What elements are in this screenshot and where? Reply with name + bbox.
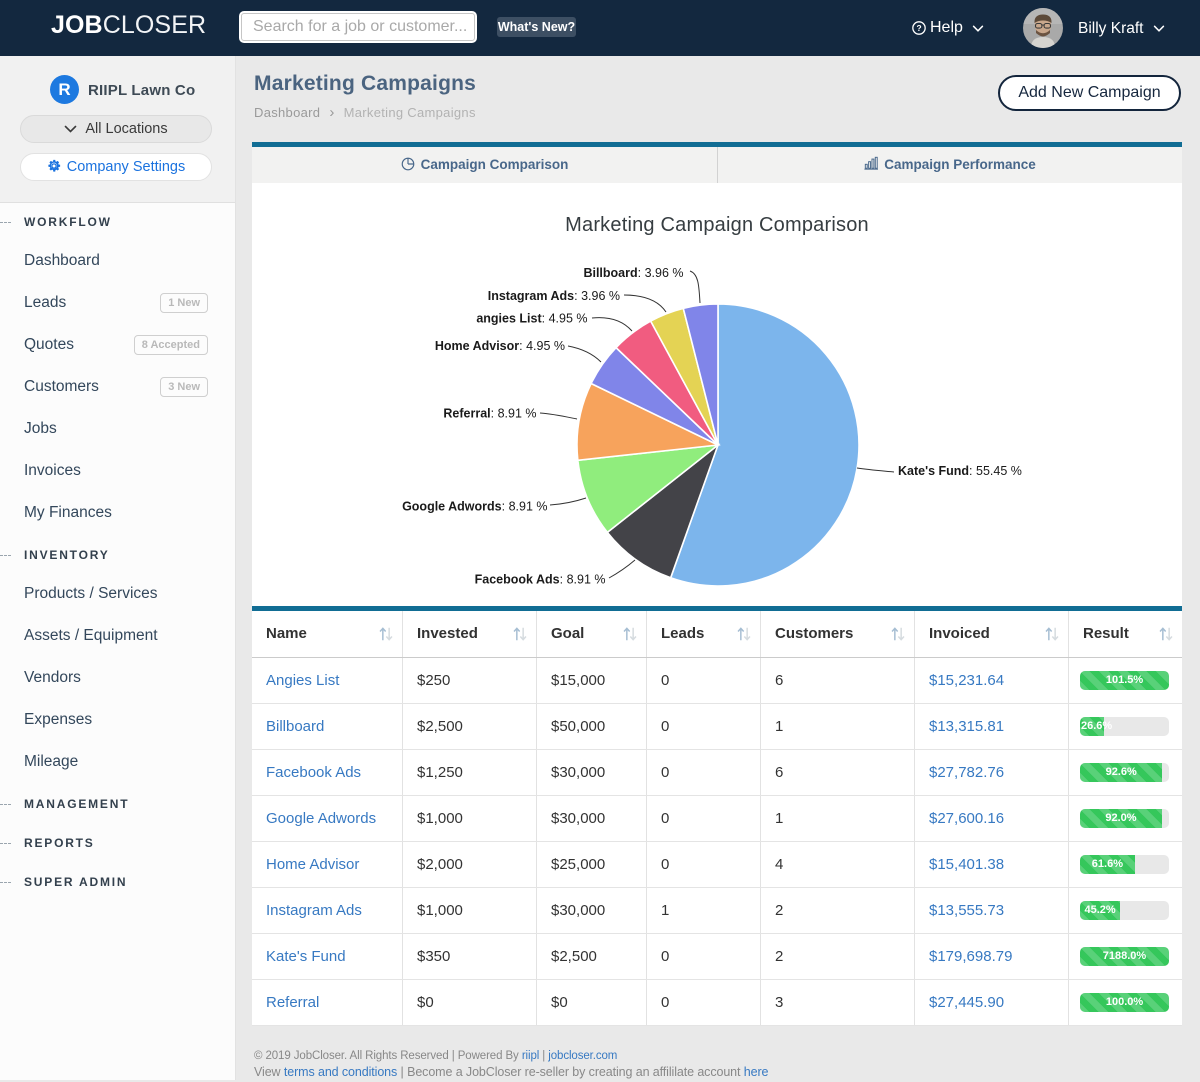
svg-text:Kate's Fund: 55.45 %: Kate's Fund: 55.45 % [898,464,1022,478]
svg-text:Facebook Ads: 8.91 %: Facebook Ads: 8.91 % [475,573,606,587]
svg-text:angies List: 4.95 %: angies List: 4.95 % [476,312,587,326]
svg-text:Referral: 8.91 %: Referral: 8.91 % [443,407,536,421]
svg-text:Instagram Ads: 3.96 %: Instagram Ads: 3.96 % [488,289,620,303]
svg-text:Billboard: 3.96 %: Billboard: 3.96 % [583,266,683,280]
svg-text:Google Adwords: 8.91 %: Google Adwords: 8.91 % [402,500,547,514]
svg-text:?: ? [916,23,921,33]
svg-text:Home Advisor: 4.95 %: Home Advisor: 4.95 % [435,339,565,353]
